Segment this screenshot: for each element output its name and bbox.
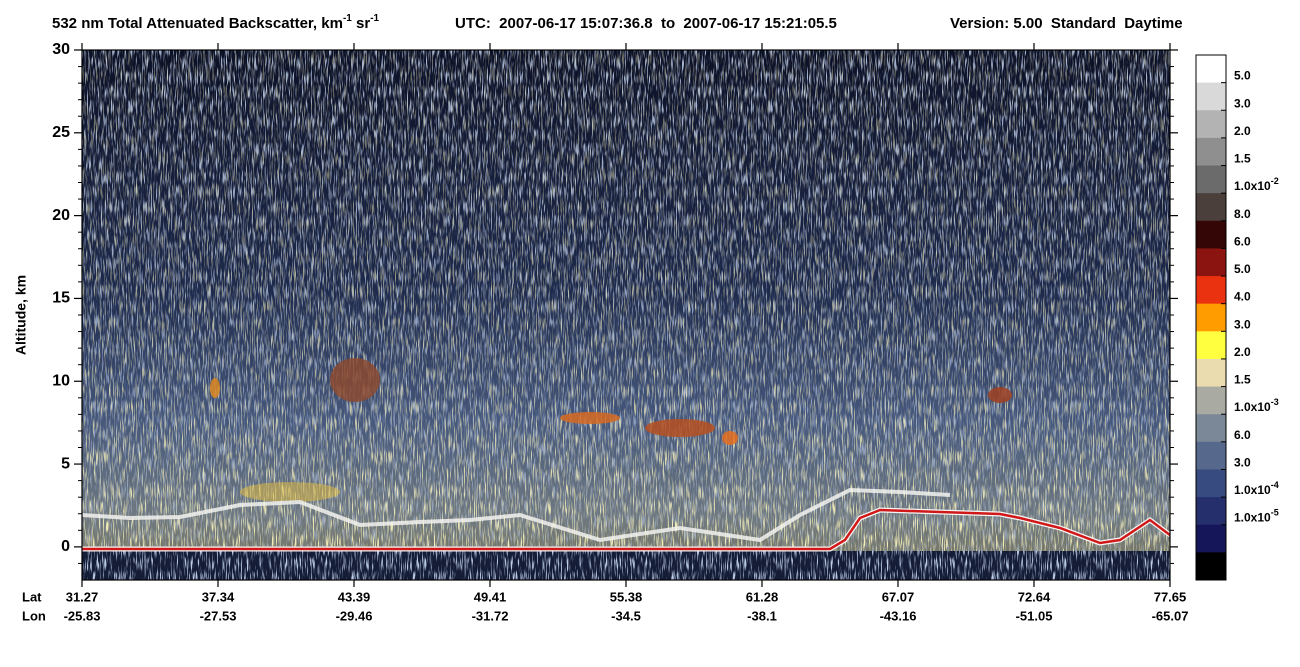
- y-tick-label: 5: [61, 455, 70, 472]
- lat-label: 37.34: [202, 589, 235, 604]
- ground-noise: [82, 551, 1170, 580]
- x-row-label: Lon: [22, 608, 46, 623]
- title-part: 532 nm Total Attenuated Backscatter, km: [52, 15, 343, 32]
- colorbar-label-exponent: -4: [1271, 480, 1279, 490]
- lon-label: -38.1: [747, 608, 777, 623]
- colorbar-label-text: 1.5: [1234, 152, 1251, 166]
- colorbar-swatch: [1196, 441, 1226, 470]
- colorbar-label-text: 3.0: [1234, 96, 1251, 110]
- colorbar-label-text: 6.0: [1234, 235, 1251, 249]
- colorbar-swatch: [1196, 497, 1226, 526]
- colorbar-label-text: 1.0x10: [1234, 483, 1271, 497]
- colorbar-label-text: 3.0: [1234, 317, 1251, 331]
- colorbar-swatch: [1196, 165, 1226, 194]
- lat-label: 77.65: [1154, 589, 1187, 604]
- colorbar-swatch: [1196, 248, 1226, 277]
- colorbar-label: 1.5: [1234, 152, 1251, 166]
- colorbar-swatch: [1196, 469, 1226, 498]
- colorbar-label-text: 1.5: [1234, 373, 1251, 387]
- colorbar-swatch: [1196, 414, 1226, 443]
- y-tick-label: 30: [52, 41, 70, 58]
- colorbar-swatch: [1196, 386, 1226, 415]
- lon-label: -43.16: [880, 608, 917, 623]
- y-tick-label: 20: [52, 207, 70, 224]
- colorbar-swatch: [1196, 358, 1226, 388]
- colorbar-label-text: 2.0: [1234, 345, 1251, 359]
- colorbar-label-text: 2.0: [1234, 124, 1251, 138]
- lat-label: 67.07: [882, 589, 915, 604]
- colorbar-swatch: [1196, 220, 1226, 249]
- colorbar-label-exponent: -5: [1271, 508, 1279, 518]
- lon-label: -51.05: [1016, 608, 1053, 623]
- colorbar-swatch: [1196, 193, 1226, 222]
- lat-label: 31.27: [66, 589, 99, 604]
- colorbar-label: 6.0: [1234, 235, 1251, 249]
- lon-label: -29.46: [336, 608, 373, 623]
- y-tick-label: 10: [52, 372, 70, 389]
- y-axis-label: Altitude, km: [13, 275, 29, 355]
- colorbar-label: 1.0x10-5: [1234, 508, 1279, 525]
- colorbar-label-text: 1.0x10: [1234, 511, 1271, 525]
- lat-label: 43.39: [338, 589, 371, 604]
- cloud-layers: [82, 358, 1012, 543]
- colorbar-label-exponent: -2: [1271, 177, 1279, 187]
- colorbar-label: 4.0: [1234, 290, 1251, 304]
- colorbar-swatch: [1196, 137, 1226, 167]
- curtain-noise: [82, 50, 1170, 580]
- colorbar-label: 3.0: [1234, 317, 1251, 331]
- colorbar-label: 3.0: [1234, 456, 1251, 470]
- colorbar-label-text: 6.0: [1234, 428, 1251, 442]
- title-superscript: -1: [370, 13, 379, 24]
- version-info: Version: 5.00 Standard Daytime: [950, 15, 1183, 32]
- lon-label: -65.07: [1152, 608, 1189, 623]
- lat-label: 49.41: [474, 589, 507, 604]
- colorbar-label-exponent: -3: [1271, 398, 1279, 408]
- colorbar-frame: [1195, 54, 1227, 581]
- colorbar-swatch: [1196, 82, 1226, 111]
- colorbar-label: 2.0: [1234, 345, 1251, 359]
- colorbar-label-text: 5.0: [1234, 262, 1251, 276]
- colorbar-label: 8.0: [1234, 207, 1251, 221]
- lat-label: 55.38: [610, 589, 643, 604]
- lat-label: 72.64: [1018, 589, 1051, 604]
- colorbar-swatch: [1196, 552, 1226, 581]
- colorbar-label: 2.0: [1234, 124, 1251, 138]
- utc-range: UTC: 2007-06-17 15:07:36.8 to 2007-06-17…: [455, 15, 837, 32]
- colorbar-swatch: [1196, 55, 1226, 84]
- colorbar-label: 1.0x10-2: [1234, 177, 1279, 194]
- lon-label: -34.5: [611, 608, 641, 623]
- colorbar-label: 3.0: [1234, 96, 1251, 110]
- colorbar-label-text: 5.0: [1234, 69, 1251, 83]
- colorbar-swatch: [1196, 331, 1226, 360]
- chart-title: 532 nm Total Attenuated Backscatter, km-…: [52, 13, 380, 32]
- colorbar-label: 1.0x10-3: [1234, 398, 1279, 415]
- colorbar-label-text: 1.0x10: [1234, 400, 1271, 414]
- colorbar-label-text: 4.0: [1234, 290, 1251, 304]
- title-part: sr: [352, 15, 371, 32]
- colorbar-label: 5.0: [1234, 262, 1251, 276]
- colorbar-swatch: [1196, 303, 1226, 332]
- colorbar-label: 6.0: [1234, 428, 1251, 442]
- lat-label: 61.28: [746, 589, 779, 604]
- colorbar-swatch: [1196, 110, 1226, 139]
- colorbar-label-text: 1.0x10: [1234, 179, 1271, 193]
- backscatter-curtain: [82, 50, 1170, 580]
- lon-label: -27.53: [200, 608, 237, 623]
- y-tick-label: 0: [61, 538, 70, 555]
- colorbar-swatch: [1196, 276, 1226, 305]
- y-tick-label: 25: [52, 124, 70, 141]
- colorbar-label: 1.0x10-4: [1234, 480, 1279, 497]
- lon-label: -31.72: [472, 608, 509, 623]
- surface-return: [82, 508, 1170, 551]
- lon-label: -25.83: [64, 608, 101, 623]
- colorbar-swatch: [1196, 524, 1226, 553]
- y-tick-label: 15: [52, 290, 70, 307]
- x-row-label: Lat: [22, 589, 42, 604]
- title-superscript: -1: [343, 13, 352, 24]
- colorbar-label: 5.0: [1234, 69, 1251, 83]
- colorbar-label: 1.5: [1234, 373, 1251, 387]
- colorbar-label-text: 8.0: [1234, 207, 1251, 221]
- colorbar-label-text: 3.0: [1234, 456, 1251, 470]
